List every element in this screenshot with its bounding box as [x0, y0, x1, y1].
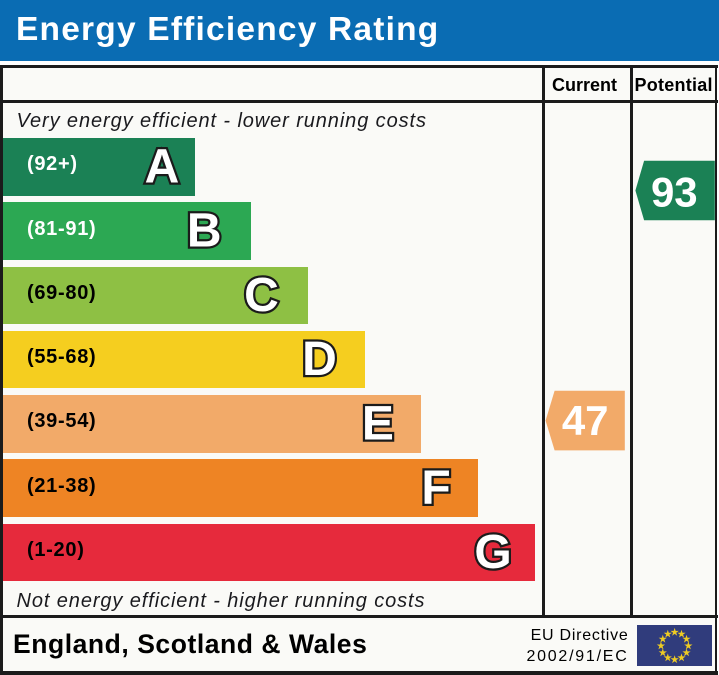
svg-text:D: D	[302, 333, 337, 386]
svg-text:G: G	[474, 526, 511, 579]
svg-text:E: E	[362, 397, 394, 450]
svg-text:C: C	[244, 269, 279, 322]
svg-text:B: B	[187, 205, 222, 258]
svg-text:A: A	[145, 140, 180, 193]
svg-text:93: 93	[651, 169, 698, 216]
svg-text:47: 47	[562, 397, 609, 444]
svg-text:F: F	[421, 462, 450, 515]
